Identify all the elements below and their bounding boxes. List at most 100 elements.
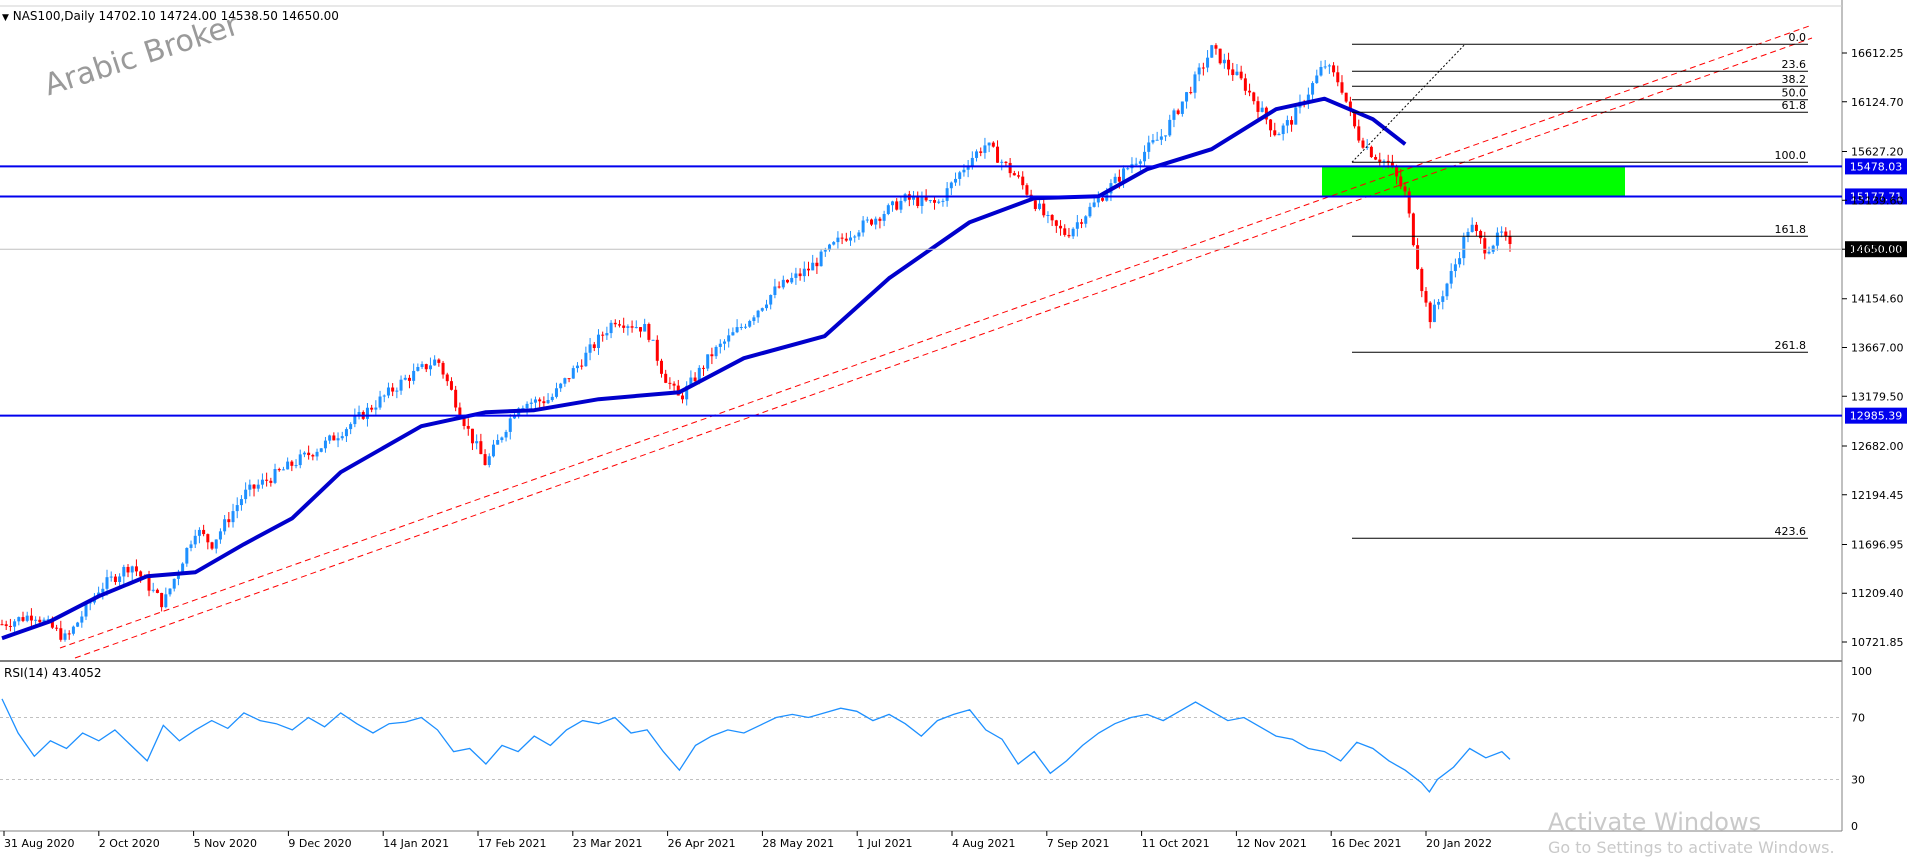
trend-channel[interactable] [59,24,1813,659]
candle-body [559,383,563,389]
supply-zone[interactable] [1322,166,1625,197]
candle-body [1214,45,1218,49]
candle-body [1378,159,1382,163]
candle-body [1185,92,1189,102]
candle-body [294,465,298,467]
candle-body [722,341,726,344]
candle-body [1290,120,1294,125]
candle-body [151,589,155,591]
candle-body [336,438,340,441]
candle-body [395,390,399,392]
candle-body [403,377,407,380]
candle-body [172,578,176,589]
candle-body [4,624,8,626]
current-price-text: 14650.00 [1850,243,1903,256]
candle-body [1437,301,1441,305]
candle-body [1050,214,1054,221]
candle-body [160,592,164,608]
candle-body [1327,65,1331,67]
candle-body [1277,134,1281,136]
rsi-tick-label: 100 [1851,665,1872,678]
current-price-badge [1845,241,1907,258]
candle-body [1500,231,1504,233]
time-tick-label: 1 Jul 2021 [857,837,912,850]
candle-body [155,589,159,593]
rsi-line [1,698,1511,793]
candle-body [928,200,932,202]
candle-body [344,429,348,437]
candle-body [836,237,840,243]
collapse-triangle-icon[interactable]: ▼ [2,13,9,23]
time-tick-label: 20 Jan 2022 [1426,837,1492,850]
level-badge-text: 12985.39 [1850,410,1903,423]
candle-body [575,365,579,369]
candle-body [1122,168,1126,182]
candle-body [1243,78,1247,91]
fibonacci-retracement[interactable]: 0.0 23.6 38.250.061.8 100.0 161.8 261.8 423.6 [1351,31,1808,539]
candle-body [1008,162,1012,174]
candle-body [1151,140,1155,143]
candle-body [1248,90,1252,93]
candle-body [718,343,722,347]
candle-body [269,480,273,483]
candle-body [1021,176,1025,186]
candle-body [487,456,491,466]
candle-body [483,454,487,466]
candle-body [1143,151,1147,162]
candle-body [655,339,659,361]
candle-body [1306,94,1310,104]
candle-body [865,219,869,221]
candle-body [1046,214,1050,216]
candle-body [891,201,895,206]
candle-body [1344,92,1348,102]
candle-body [1403,186,1407,192]
candle-body [218,531,222,540]
candle-body [1441,296,1445,302]
candle-body [248,484,252,490]
candle-body [546,400,550,404]
fib-level-label: 61.8 [1782,99,1807,112]
candle-body [1063,228,1067,235]
price-tick-label: 11696.95 [1851,538,1904,551]
candle-body [886,205,890,214]
candle-body [815,262,819,267]
candle-body [273,469,277,483]
candle-body [1113,176,1117,184]
candle-body [424,364,428,370]
candle-body [533,399,537,403]
candle-body [349,424,353,430]
rsi-pane[interactable] [0,663,1842,831]
candle-body [1084,216,1088,224]
time-tick-label: 4 Aug 2021 [952,837,1015,850]
candle-body [802,268,806,277]
price-tick-label: 11209.40 [1851,587,1904,600]
main-pane[interactable] [0,0,1842,660]
price-tick-label: 15139.60 [1851,194,1904,207]
horizontal-levels[interactable]: 15478.03 15177.71 12985.39 14650.00 [0,158,1907,424]
candle-body [319,448,323,452]
candle-body [353,416,357,425]
fib-level-label: 261.8 [1775,339,1807,352]
candle-body [949,182,953,189]
candle-body [1000,161,1004,163]
candle-body [609,322,613,334]
price-axis: 16612.25 16124.70 15627.20 15139.60 14650.00… [1842,47,1904,649]
candle-body [202,529,206,535]
candle-body [420,364,424,367]
candle-body [874,218,878,225]
candle-body [1382,160,1386,163]
candle-body [491,444,495,457]
candle-body [311,455,315,457]
candles [0,43,1512,642]
fib-level-label: 423.6 [1775,525,1807,538]
candle-body [844,238,848,241]
candle-body [29,615,33,621]
candle-body [701,367,705,369]
candle-body [307,452,311,456]
rsi-tick-label: 30 [1851,774,1865,787]
candle-body [634,327,638,329]
candle-body [118,576,122,582]
time-tick-label: 23 Mar 2021 [573,837,643,850]
